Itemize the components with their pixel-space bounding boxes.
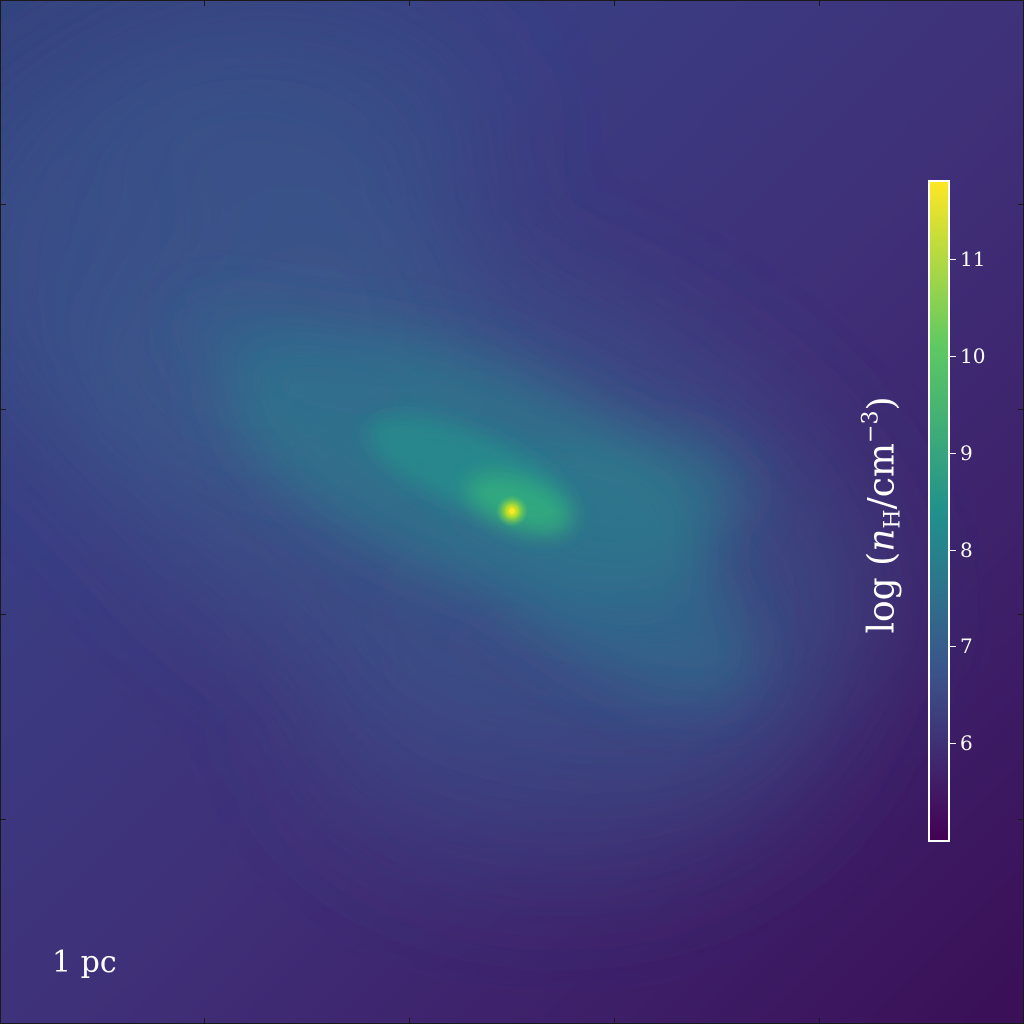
colorbar-tick-7	[950, 646, 956, 647]
colorbar-title-unit: /cm	[861, 442, 903, 510]
colorbar-tick-6	[950, 743, 956, 744]
colorbar-tick-9	[950, 453, 956, 454]
colorbar-tick-label-11: 11	[960, 247, 986, 271]
colorbar	[928, 180, 950, 842]
colorbar-tick-label-10: 10	[960, 344, 986, 368]
colorbar-tick-label-9: 9	[960, 441, 973, 465]
scale-bar-label: 1 pc	[52, 945, 117, 980]
colorbar-title-symbol: n	[861, 528, 903, 552]
colorbar-tick-label-7: 7	[960, 634, 973, 658]
colorbar-title-prefix: log	[861, 577, 903, 634]
colorbar-title-subscript: H	[880, 509, 906, 529]
colorbar-tick-10	[950, 356, 956, 357]
colorbar-tick-11	[950, 259, 956, 260]
colorbar-tick-label-8: 8	[960, 538, 973, 562]
colorbar-title-exponent: −3	[858, 410, 884, 443]
colorbar-tick-8	[950, 550, 956, 551]
colorbar-title: log (nH/cm−3)	[858, 396, 906, 634]
colorbar-tick-label-6: 6	[960, 731, 973, 755]
